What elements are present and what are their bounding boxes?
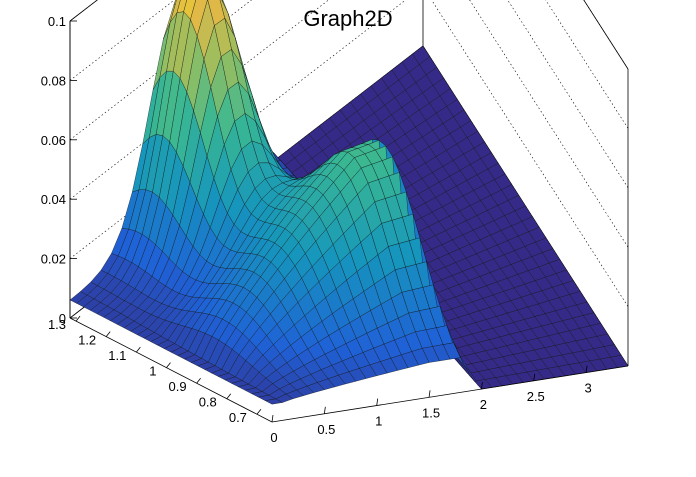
- x-tick-label: 0: [270, 430, 277, 445]
- z-tick-label: 0: [59, 311, 66, 326]
- chart-title: Graph2D: [303, 6, 392, 31]
- x-tick-label: 1.5: [422, 405, 440, 420]
- x-tick-label: 0.5: [317, 422, 335, 437]
- x-tick-label: 3: [585, 381, 592, 396]
- y-axis: 0.7 0.8 0.9 1 1.1 1.2 1.3: [48, 315, 262, 425]
- frame-edge: [271, 365, 629, 423]
- frame-edge: [583, 0, 629, 70]
- surface-mesh: [69, 0, 629, 405]
- z-axis: 0 0.02 0.04 0.06 0.08 0.1: [41, 14, 77, 326]
- z-tick-label: 0.02: [41, 252, 66, 267]
- x-tick-label: 1: [375, 414, 382, 429]
- x-tick-label: 2.5: [527, 389, 545, 404]
- z-tick-label: 0.04: [41, 192, 66, 207]
- x-tick-mark: [481, 382, 483, 390]
- y-tick-mark: [105, 331, 111, 337]
- x-tick-mark: [428, 390, 431, 398]
- y-tick-mark: [196, 377, 201, 384]
- z-tick-label: 0.06: [41, 133, 66, 148]
- x-tick-mark: [323, 406, 326, 414]
- y-tick-label: 1.3: [48, 317, 66, 332]
- frame-edge: [69, 317, 273, 423]
- x-tick-mark: [271, 414, 274, 423]
- z-tick-label: 0.1: [48, 14, 66, 29]
- y-tick-mark: [256, 408, 262, 415]
- y-tick-mark: [166, 362, 171, 368]
- surface-cell: [176, 0, 187, 13]
- box-front-frame: [69, 21, 629, 423]
- y-tick-label: 1: [149, 364, 156, 379]
- x-tick-mark: [585, 365, 588, 373]
- surface-cell: [183, 0, 196, 20]
- x-tick-mark: [533, 373, 536, 381]
- z-tick-label: 0.08: [41, 73, 66, 88]
- y-tick-mark: [136, 346, 141, 353]
- y-tick-label: 0.8: [199, 395, 217, 410]
- y-tick-mark: [226, 393, 232, 399]
- y-tick-label: 1.2: [78, 333, 96, 348]
- y-tick-label: 1.1: [108, 348, 126, 363]
- surface-cell: [170, 0, 181, 23]
- surface-cell: [173, 0, 181, 6]
- x-tick-label: 2: [480, 397, 487, 412]
- x-tick-mark: [376, 398, 379, 406]
- y-tick-label: 0.7: [229, 410, 247, 425]
- x-axis: 0 0.5 1 1.5 2 2.5 3: [270, 365, 592, 445]
- y-tick-mark: [75, 315, 81, 322]
- y-tick-label: 0.9: [169, 379, 187, 394]
